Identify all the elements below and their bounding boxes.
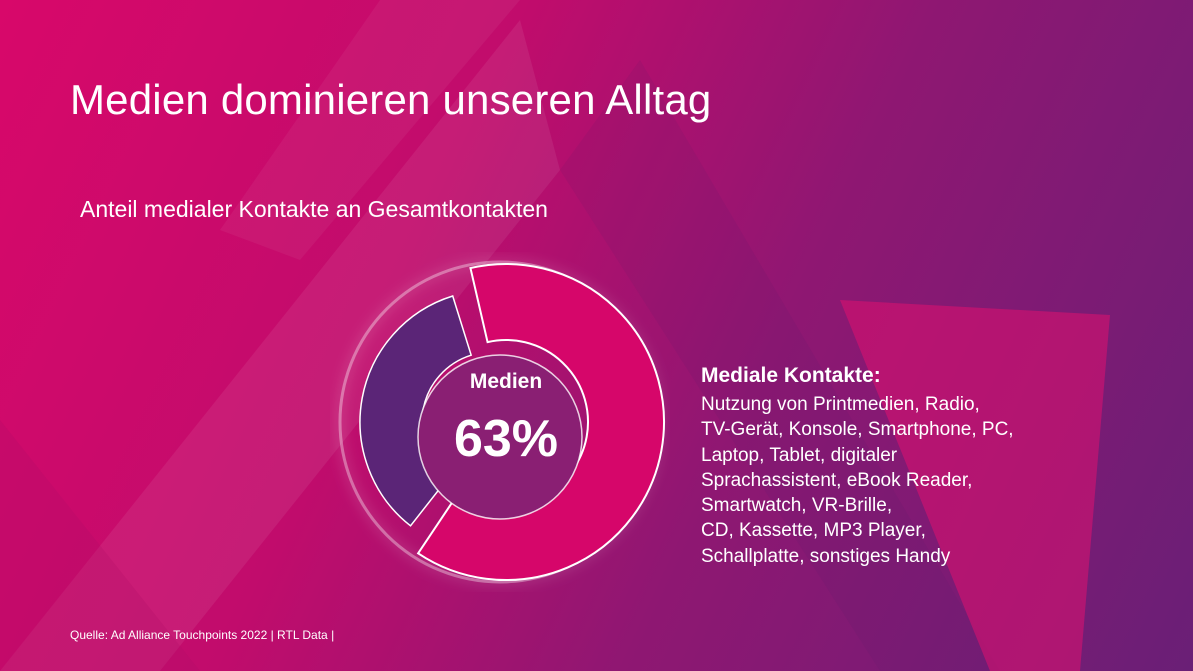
legend-heading: Mediale Kontakte:	[701, 364, 881, 387]
donut-hole	[417, 354, 583, 520]
legend-line: Smartwatch, VR-Brille,	[701, 495, 893, 517]
legend-line: Schallplatte, sonstiges Handy	[701, 545, 951, 567]
legend-line: CD, Kassette, MP3 Player,	[701, 520, 926, 542]
legend-line: Laptop, Tablet, digitaler	[701, 444, 898, 466]
legend-line: Sprachassistent, eBook Reader,	[701, 469, 973, 491]
legend-line: TV-Gerät, Konsole, Smartphone, PC,	[701, 419, 1014, 441]
legend-line: Nutzung von Printmedien, Radio,	[701, 394, 980, 415]
source-note: Quelle: Ad Alliance Touchpoints 2022 | R…	[70, 628, 335, 642]
center-label: Medien	[470, 370, 542, 393]
center-value: 63%	[454, 410, 558, 468]
chart-title: Anteil medialer Kontakte an Gesamtkontak…	[80, 196, 548, 222]
donut-chart: Medien 63%	[338, 260, 665, 584]
page-title: Medien dominieren unseren Alltag	[70, 76, 712, 123]
legend-panel: Mediale Kontakte: Nutzung von Printmedie…	[701, 364, 1141, 569]
